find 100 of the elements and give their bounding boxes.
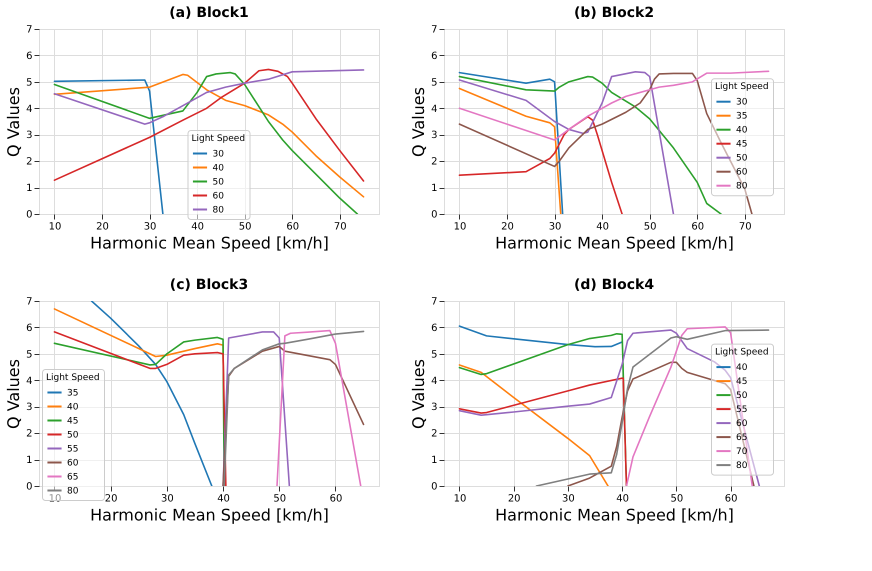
y-tick-label: 5 [26,349,32,360]
legend-label: 35 [67,388,78,398]
x-tick-label: 40 [596,222,609,232]
y-tick-label: 6 [431,50,438,62]
y-axis-title: Q Values [4,87,24,157]
y-tick-label: 5 [431,349,438,360]
y-tick-label: 1 [431,183,438,194]
legend-label: 30 [212,150,224,160]
x-tick-label: 20 [508,494,521,504]
y-tick-label: 7 [431,24,438,36]
y-tick-label: 3 [431,130,438,142]
line-series [567,362,755,486]
y-tick-label: 7 [26,296,32,308]
y-tick-label: 2 [431,428,438,440]
legend-label: 35 [736,112,748,122]
y-tick-label: 7 [431,296,438,308]
x-tick-label: 20 [96,222,109,232]
y-tick-label: 1 [431,455,438,466]
y-tick-label: 0 [26,482,32,492]
legend-label: 40 [212,164,224,174]
legend-label: 40 [736,126,748,136]
legend-label: 50 [212,178,224,188]
x-tick-label: 50 [670,494,684,504]
x-tick-label: 20 [501,222,514,232]
x-tick-label: 30 [562,494,575,504]
x-tick-label: 60 [691,222,704,232]
legend-label: 45 [736,377,748,388]
x-tick-label: 70 [738,222,752,232]
y-tick-label: 7 [26,24,32,36]
y-tick-label: 4 [431,104,438,115]
y-tick-label: 5 [431,77,438,88]
y-tick-label: 4 [431,376,438,387]
x-tick-label: 10 [48,222,62,232]
y-tick-label: 0 [431,210,438,220]
y-tick-label: 2 [431,156,438,168]
legend-label: 80 [67,486,79,496]
y-tick-label: 6 [26,322,32,334]
legend-label: 70 [736,447,748,458]
line-series [536,329,770,486]
y-tick-label: 4 [26,376,32,387]
x-axis-title: Harmonic Mean Speed [km/h] [495,506,734,524]
line-series [458,377,628,486]
line-series [458,325,623,348]
x-tick-label: 40 [616,494,629,504]
legend-title: Light Speed [46,373,100,383]
legend-label: 60 [212,192,224,202]
x-tick-label: 30 [144,222,156,232]
legend-label: 45 [736,140,748,150]
line-series [276,330,362,486]
line-series [54,69,364,125]
y-tick-label: 3 [26,402,32,414]
chart-title: (a) Block1 [169,5,249,21]
chart-title: (c) Block3 [170,277,248,293]
y-tick-label: 5 [26,77,32,88]
x-tick-label: 60 [724,494,738,504]
x-tick-label: 60 [286,222,300,232]
x-tick-label: 30 [160,494,174,504]
chart-title: (d) Block4 [574,277,654,293]
x-tick-label: 60 [330,494,342,504]
legend-label: 65 [67,472,78,482]
line-series [458,70,770,141]
legend-label: 60 [67,458,79,468]
y-axis-title: Q Values [409,87,428,157]
legend-label: 60 [736,419,748,430]
legend-label: 60 [736,168,748,178]
y-tick-label: 3 [26,130,32,142]
y-tick-label: 3 [431,402,438,414]
y-tick-label: 1 [26,183,32,194]
chart-title: (b) Block2 [574,5,654,21]
y-tick-label: 1 [26,455,32,466]
y-tick-label: 2 [26,156,32,168]
x-tick-label: 10 [454,494,466,504]
legend-title: Light Speed [192,134,246,144]
x-tick-label: 50 [238,222,252,232]
y-tick-label: 4 [26,104,32,115]
line-series [458,71,674,214]
x-tick-label: 30 [548,222,562,232]
y-tick-label: 6 [431,322,438,334]
y-tick-label: 0 [431,482,438,492]
legend-label: 50 [736,391,748,402]
legend-label: 80 [736,461,748,472]
legend-label: 80 [212,206,224,216]
legend-label: 40 [67,402,79,412]
x-axis-title: Harmonic Mean Speed [km/h] [495,234,734,252]
legend-label: 55 [736,405,748,416]
legend-title: Light Speed [715,348,769,358]
legend-label: 80 [736,182,748,192]
legend-label: 50 [67,430,79,440]
line-series [54,79,164,214]
legend-label: 30 [736,98,748,108]
legend-title: Light Speed [715,82,769,92]
y-tick-label: 2 [26,428,32,440]
y-axis-title: Q Values [409,359,428,429]
line-series [458,364,609,486]
legend-label: 65 [736,433,748,444]
x-tick-label: 40 [191,222,204,232]
x-tick-label: 50 [273,494,286,504]
legend-label: 45 [67,416,78,426]
x-tick-label: 20 [104,494,118,504]
x-tick-label: 50 [644,222,657,232]
